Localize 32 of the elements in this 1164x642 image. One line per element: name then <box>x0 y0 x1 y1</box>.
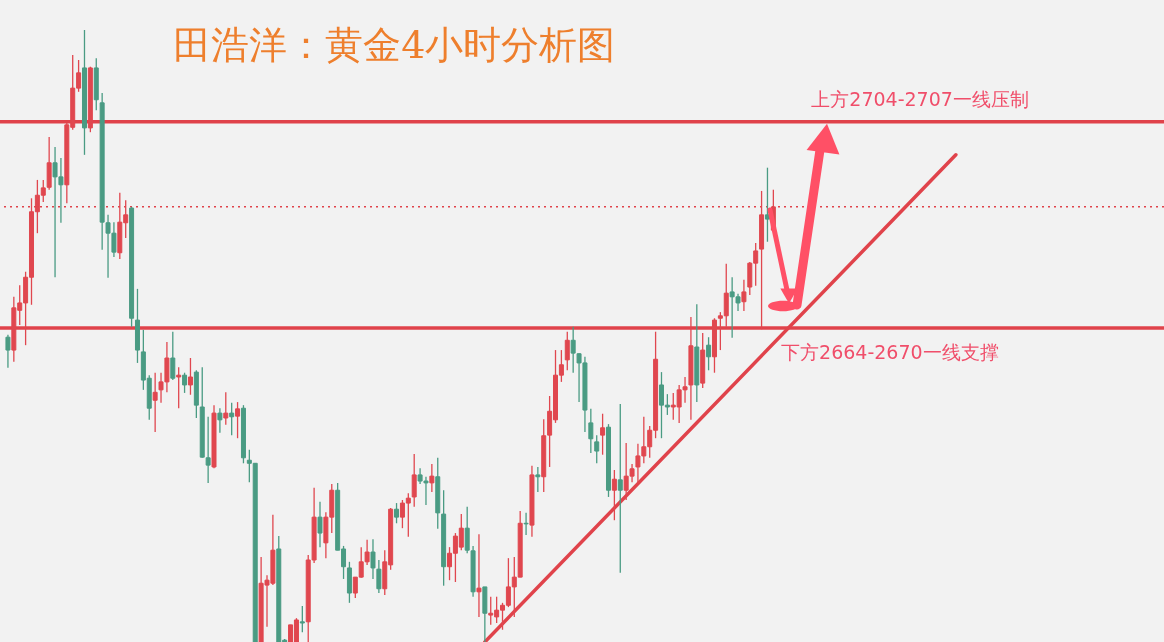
candlestick <box>299 605 305 633</box>
candlestick <box>429 463 435 493</box>
candlestick <box>235 401 241 439</box>
candlestick <box>411 453 417 508</box>
candlestick <box>617 403 623 574</box>
ref-line-label: 上方2704-2707一线压制 <box>811 87 1029 110</box>
candlestick <box>229 402 235 436</box>
candlestick <box>5 334 11 369</box>
candlestick <box>152 372 158 433</box>
candlestick <box>370 538 376 580</box>
candlestick <box>523 512 529 536</box>
chart-title: 田浩洋：黄金4小时分析图 <box>173 23 616 67</box>
candlestick <box>217 407 223 434</box>
candlestick <box>535 466 541 493</box>
candlestick <box>187 357 193 396</box>
candlestick <box>170 331 176 381</box>
candlestick <box>706 336 712 371</box>
candlestick <box>317 501 323 548</box>
candlestick <box>594 434 600 464</box>
candlestick <box>476 533 482 618</box>
candlestick <box>741 279 747 312</box>
candlestick <box>764 167 770 243</box>
candlestick <box>176 366 182 409</box>
candlestick <box>223 391 229 426</box>
candlestick <box>564 331 570 371</box>
candlestick <box>600 413 606 456</box>
candlestick <box>376 559 382 594</box>
candlestick <box>182 372 188 394</box>
candlestick <box>394 502 400 524</box>
candlestick <box>611 469 617 521</box>
candlestick <box>588 408 594 454</box>
ref-line-label: 下方2664-2670一线支撑 <box>781 341 999 364</box>
